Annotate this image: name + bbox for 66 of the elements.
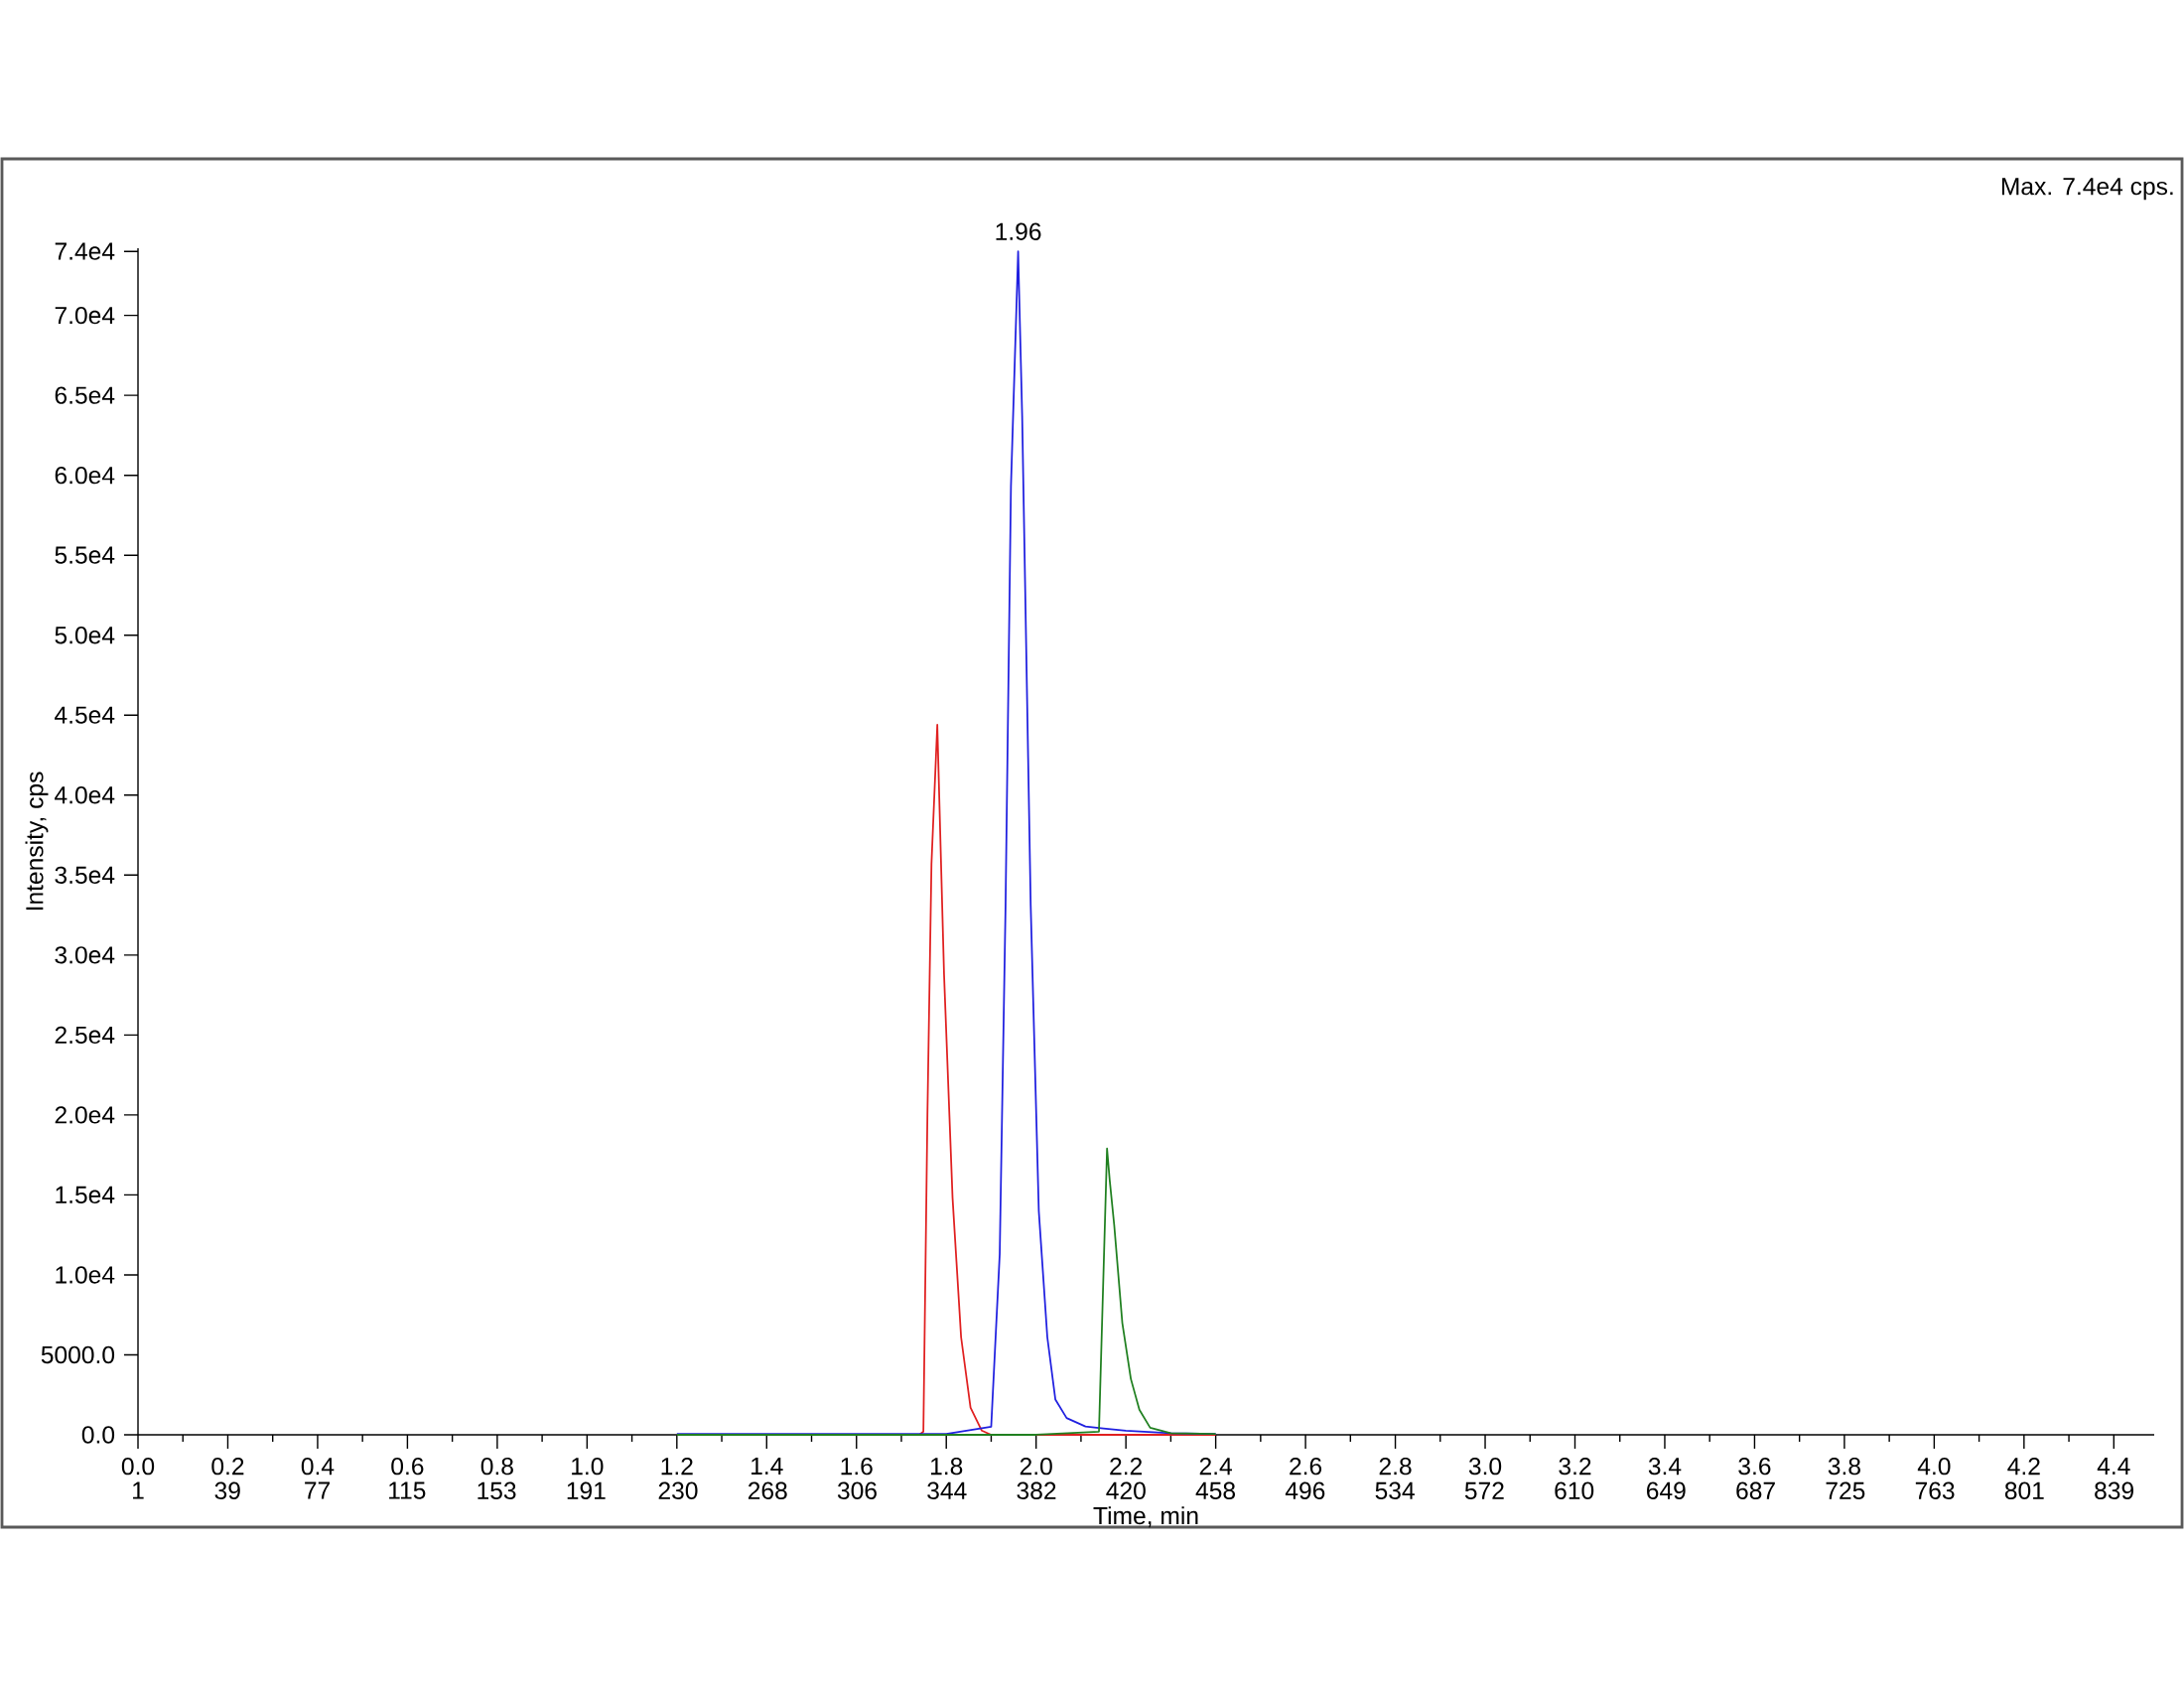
x-tick-label: 0.8	[480, 1457, 513, 1476]
x2-tick-label: 115	[389, 1481, 426, 1499]
x-tick-label: 3.0	[1468, 1457, 1502, 1476]
x2-tick-label: 649	[1647, 1481, 1686, 1499]
x2-tick-label: 306	[837, 1481, 877, 1499]
x-tick-label: 2.0	[1020, 1457, 1052, 1476]
x-tick-label: 1.0	[572, 1457, 604, 1476]
x-tick-label: 3.2	[1559, 1457, 1591, 1476]
x-tick-label: 1.2	[661, 1457, 693, 1476]
x2-tick-label: 496	[1285, 1481, 1325, 1499]
y-tick-label: 0.0	[81, 1426, 115, 1444]
y-tick-label: 3.0e4	[55, 946, 115, 964]
x-tick-label: 2.6	[1290, 1457, 1322, 1476]
x-tick-label: 3.4	[1648, 1457, 1682, 1476]
y-tick-label: 7.4e4	[55, 242, 115, 260]
x2-tick-label: 763	[1915, 1481, 1955, 1499]
x-tick-label: 0.4	[301, 1457, 335, 1476]
x2-tick-label: 191	[567, 1481, 606, 1499]
y-tick-label: 7.0e4	[55, 306, 115, 325]
x2-tick-label: 1	[133, 1481, 144, 1499]
x-tick-label: 2.2	[1110, 1457, 1143, 1476]
x2-tick-label: 420	[1106, 1481, 1146, 1499]
x-tick-label: 3.6	[1738, 1457, 1771, 1476]
x2-tick-label: 268	[748, 1481, 787, 1499]
x-tick-label: 3.8	[1828, 1457, 1860, 1476]
x2-tick-label: 230	[658, 1481, 698, 1499]
y-tick-label: 5.0e4	[55, 627, 115, 644]
y-tick-label: 5000.0	[41, 1345, 115, 1364]
y-tick-label: 5.5e4	[55, 546, 115, 564]
x-tick-label: 0.6	[391, 1457, 424, 1476]
y-tick-label: 4.5e4	[55, 706, 115, 724]
x-tick-label: 0.2	[211, 1457, 244, 1476]
y-tick-label: 1.5e4	[56, 1186, 115, 1203]
x-tick-label: 2.8	[1379, 1457, 1412, 1476]
x2-tick-label: 572	[1464, 1481, 1504, 1499]
y-axis-title: Intensity, cps	[25, 772, 49, 911]
x2-tick-label: 725	[1826, 1481, 1865, 1499]
x2-tick-label: 458	[1195, 1481, 1236, 1499]
y-tick-label: 6.0e4	[55, 467, 115, 485]
y-tick-label: 2.0e4	[55, 1106, 115, 1124]
y-tick-label: 6.5e4	[55, 386, 115, 404]
x-tick-label: 0.0	[121, 1457, 155, 1476]
x-tick-label: 1.8	[930, 1457, 963, 1476]
x-tick-label: 1.6	[841, 1457, 873, 1476]
x-tick-label: 4.2	[2007, 1457, 2040, 1476]
x2-tick-label: 153	[478, 1481, 516, 1499]
x2-tick-label: 39	[214, 1481, 240, 1499]
x2-tick-label: 382	[1017, 1481, 1056, 1499]
x2-tick-label: 344	[927, 1481, 967, 1499]
x2-tick-label: 77	[305, 1481, 330, 1499]
x-tick-label: 4.0	[1917, 1457, 1951, 1476]
text: Max. 7.4e4 cps.	[2001, 178, 2173, 201]
x2-tick-label: 534	[1375, 1481, 1415, 1499]
y-tick-label: 2.5e4	[55, 1026, 115, 1045]
x-axis-title: Time, min	[1093, 1506, 1198, 1528]
x2-tick-label: 610	[1555, 1481, 1594, 1499]
x-tick-label: 2.4	[1199, 1457, 1232, 1476]
x2-tick-label: 839	[2095, 1481, 2133, 1499]
y-tick-label: 1.0e4	[56, 1266, 115, 1284]
x2-tick-label: 801	[2004, 1481, 2044, 1499]
y-tick-label: 4.0e4	[55, 786, 115, 804]
x2-tick-label: 687	[1736, 1481, 1775, 1499]
annotation: 1.96	[996, 222, 1041, 240]
y-tick-label: 3.5e4	[55, 866, 115, 884]
x-tick-label: 4.4	[2097, 1457, 2130, 1475]
x-tick-label: 1.4	[751, 1457, 783, 1475]
